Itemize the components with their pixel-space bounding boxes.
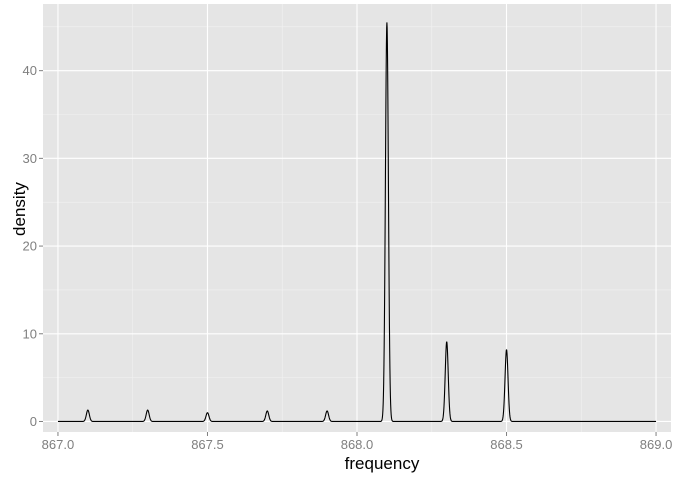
y-axis-title: density bbox=[10, 182, 29, 236]
x-tick-label: 867.0 bbox=[42, 437, 75, 452]
y-tick-label: 40 bbox=[23, 63, 37, 78]
density-series-line bbox=[57, 22, 657, 423]
x-axis: 867.0 867.5 868.0 868.5 869.0 bbox=[42, 432, 673, 452]
x-tick-label: 868.5 bbox=[490, 437, 523, 452]
y-tick-label: 0 bbox=[30, 414, 37, 429]
y-axis: 0 10 20 30 40 bbox=[23, 63, 43, 429]
x-tick-label: 868.0 bbox=[341, 437, 374, 452]
x-tick-label: 869.0 bbox=[640, 437, 673, 452]
y-tick-label: 30 bbox=[23, 151, 37, 166]
x-axis-title: frequency bbox=[345, 454, 420, 473]
y-tick-label: 20 bbox=[23, 239, 37, 254]
y-tick-label: 10 bbox=[23, 326, 37, 341]
x-tick-label: 867.5 bbox=[191, 437, 224, 452]
